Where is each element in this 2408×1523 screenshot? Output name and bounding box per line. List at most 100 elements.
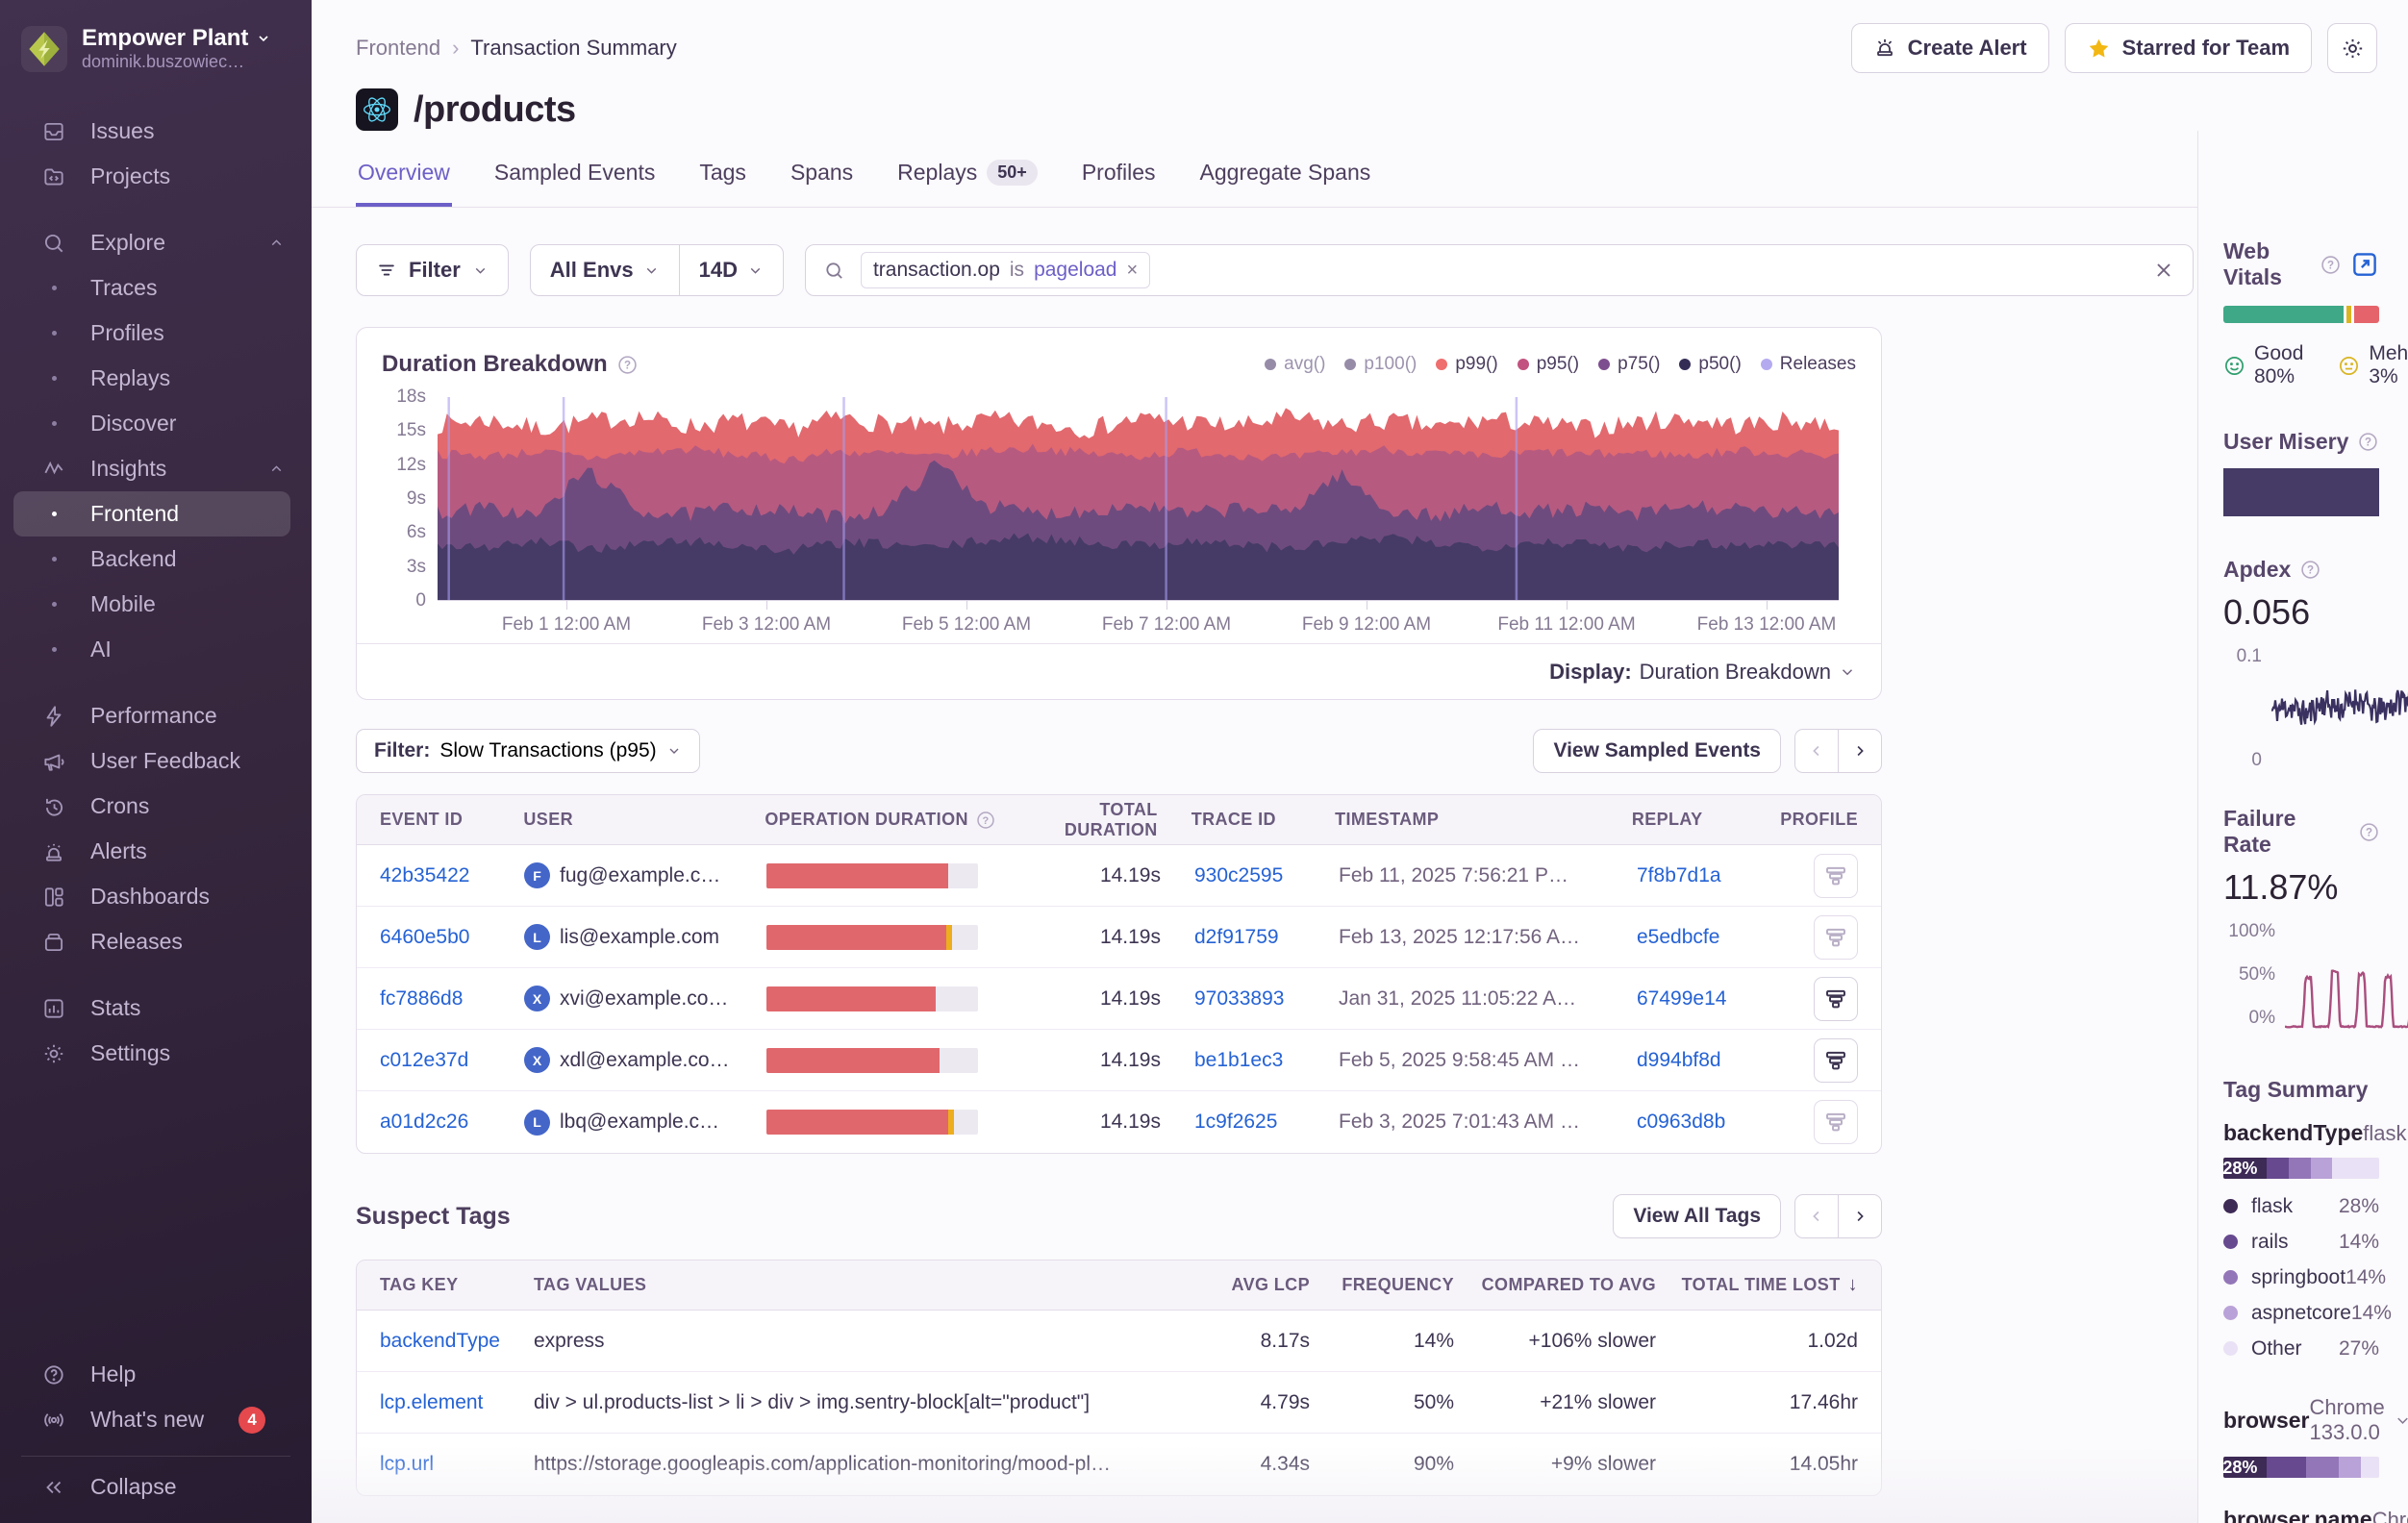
sidebar-item-discover[interactable]: Discover [0, 401, 312, 446]
tag-key-link[interactable]: backendType [380, 1329, 500, 1352]
help-icon[interactable]: ? [2300, 560, 2320, 580]
remove-token-icon[interactable]: × [1126, 259, 1139, 281]
tag-value-row[interactable]: Other 27% [2223, 1331, 2379, 1366]
replay-id-link[interactable]: 67499e14 [1637, 986, 1727, 1010]
sidebar-item-releases[interactable]: Releases [0, 919, 312, 964]
search-input[interactable]: transaction.op is pageload × [804, 244, 2194, 296]
org-switcher[interactable]: Empower Plant dominik.buszowiec… [0, 25, 312, 82]
replay-id-link[interactable]: e5edbcfe [1637, 925, 1720, 948]
tag-value-row[interactable]: flask 28% [2223, 1188, 2379, 1224]
sidebar-item-backend[interactable]: Backend [0, 537, 312, 582]
event-id-link[interactable]: fc7886d8 [380, 986, 464, 1010]
trace-id-link[interactable]: 1c9f2625 [1194, 1111, 1278, 1133]
tab-aggregate-spans[interactable]: Aggregate Spans [1199, 160, 1371, 185]
sidebar-item-replays[interactable]: Replays [0, 356, 312, 401]
legend-item-p95[interactable]: p95() [1517, 354, 1579, 375]
trace-id-link[interactable]: 930c2595 [1194, 863, 1284, 886]
view-all-tags-button[interactable]: View All Tags [1613, 1194, 1781, 1238]
sidebar-section-insights[interactable]: Insights [0, 446, 312, 491]
sidebar-item-crons[interactable]: Crons [0, 784, 312, 829]
trace-id-link[interactable]: 97033893 [1194, 986, 1285, 1010]
breadcrumb-transaction-summary: Transaction Summary [470, 36, 677, 60]
duration-breakdown-chart[interactable] [438, 397, 1839, 601]
help-icon[interactable]: ? [2320, 255, 2341, 275]
legend-item-p75[interactable]: p75() [1598, 354, 1660, 375]
date-range-selector[interactable]: 14D [680, 245, 783, 295]
help-icon[interactable]: ? [617, 355, 638, 375]
tab-overview[interactable]: Overview [356, 140, 452, 207]
sidebar-item-whats-new[interactable]: What's new 4 [0, 1397, 312, 1442]
tab-replays[interactable]: Replays 50+ [895, 140, 1040, 207]
legend-item-avg[interactable]: avg() [1265, 354, 1325, 375]
duration-bar [766, 1047, 978, 1073]
legend-item-releases[interactable]: Releases [1760, 354, 1856, 375]
trace-id-link[interactable]: d2f91759 [1194, 925, 1279, 948]
sidebar-section-explore[interactable]: Explore [0, 220, 312, 265]
replay-id-link[interactable]: c0963d8b [1637, 1111, 1726, 1133]
starred-for-team-button[interactable]: Starred for Team [2064, 23, 2312, 73]
replay-cell: d994bf8d [1637, 1049, 1786, 1072]
sidebar-item-dashboards[interactable]: Dashboards [0, 874, 312, 919]
tab-profiles[interactable]: Profiles [1081, 160, 1156, 185]
trace-id-link[interactable]: be1b1ec3 [1194, 1048, 1284, 1071]
tag-value-row[interactable]: aspnetcore 14% [2223, 1295, 2392, 1331]
event-id-link[interactable]: a01d2c26 [380, 1111, 469, 1133]
legend-item-p100[interactable]: p100() [1344, 354, 1417, 375]
sidebar-item-help[interactable]: Help [0, 1352, 312, 1397]
tag-value-row[interactable]: springboot 14% [2223, 1260, 2386, 1295]
tag-value-row[interactable]: rails 14% [2223, 1224, 2379, 1260]
tab-spans[interactable]: Spans [790, 160, 854, 185]
sidebar-collapse-button[interactable]: Collapse [0, 1464, 312, 1510]
event-id-link[interactable]: c012e37d [380, 1048, 469, 1071]
sidebar-item-projects[interactable]: Projects [0, 154, 312, 199]
sidebar-item-mobile[interactable]: Mobile [0, 582, 312, 627]
sidebar-item-issues[interactable]: Issues [0, 109, 312, 154]
sidebar-item-traces[interactable]: Traces [0, 265, 312, 311]
tag-key-link[interactable]: lcp.element [380, 1390, 484, 1413]
view-sampled-events-button[interactable]: View Sampled Events [1533, 729, 1781, 773]
profile-button[interactable] [1814, 976, 1858, 1021]
profile-button[interactable] [1814, 1037, 1858, 1083]
search-filter-token[interactable]: transaction.op is pageload × [860, 252, 1151, 288]
profile-button[interactable] [1814, 1100, 1858, 1144]
help-icon[interactable]: ? [2359, 822, 2379, 842]
profile-button[interactable] [1814, 914, 1858, 960]
sidebar-item-stats[interactable]: Stats [0, 986, 312, 1031]
breadcrumb-frontend[interactable]: Frontend [356, 36, 441, 60]
previous-page-button[interactable] [1794, 1194, 1839, 1238]
display-dropdown[interactable]: Duration Breakdown [1640, 660, 1856, 685]
tag-key-link[interactable]: lcp.url [380, 1453, 435, 1475]
sidebar-item-ai[interactable]: AI [0, 627, 312, 672]
sidebar-item-settings[interactable]: Settings [0, 1031, 312, 1076]
replay-id-link[interactable]: d994bf8d [1637, 1048, 1721, 1071]
environment-selector[interactable]: All Envs [531, 245, 679, 295]
sidebar-item-user-feedback[interactable]: User Feedback [0, 738, 312, 784]
tag-selected-value[interactable]: flask [2363, 1121, 2408, 1146]
tab-tags[interactable]: Tags [699, 160, 746, 185]
event-id-link[interactable]: 42b35422 [380, 863, 470, 886]
sidebar-item-profiles[interactable]: Profiles [0, 311, 312, 356]
help-icon[interactable]: ? [976, 811, 995, 830]
next-page-button[interactable] [1838, 1194, 1882, 1238]
replay-id-link[interactable]: 7f8b7d1a [1637, 863, 1721, 886]
events-filter-dropdown[interactable]: Filter: Slow Transactions (p95) [356, 729, 700, 773]
settings-gear-button[interactable] [2327, 23, 2377, 73]
sort-descending-icon[interactable]: ↓ [1847, 1274, 1858, 1295]
legend-item-p99[interactable]: p99() [1436, 354, 1498, 375]
sidebar-item-frontend[interactable]: Frontend [13, 491, 290, 537]
filter-button[interactable]: Filter [356, 244, 509, 296]
clear-search-icon[interactable] [2152, 259, 2175, 282]
tag-selected-value[interactable]: Chrome 133.0.0 [2309, 1395, 2408, 1445]
help-icon[interactable]: ? [2358, 432, 2378, 452]
tag-selected-value[interactable]: Chrome [2372, 1508, 2408, 1523]
open-in-new-icon[interactable] [2350, 250, 2379, 279]
sidebar-item-performance[interactable]: Performance [0, 693, 312, 738]
tab-sampled-events[interactable]: Sampled Events [493, 160, 656, 185]
sidebar-item-alerts[interactable]: Alerts [0, 829, 312, 874]
previous-page-button[interactable] [1794, 729, 1839, 773]
next-page-button[interactable] [1838, 729, 1882, 773]
create-alert-button[interactable]: Create Alert [1850, 23, 2049, 73]
profile-button[interactable] [1814, 853, 1858, 898]
legend-item-p50[interactable]: p50() [1679, 354, 1742, 375]
event-id-link[interactable]: 6460e5b0 [380, 925, 470, 948]
